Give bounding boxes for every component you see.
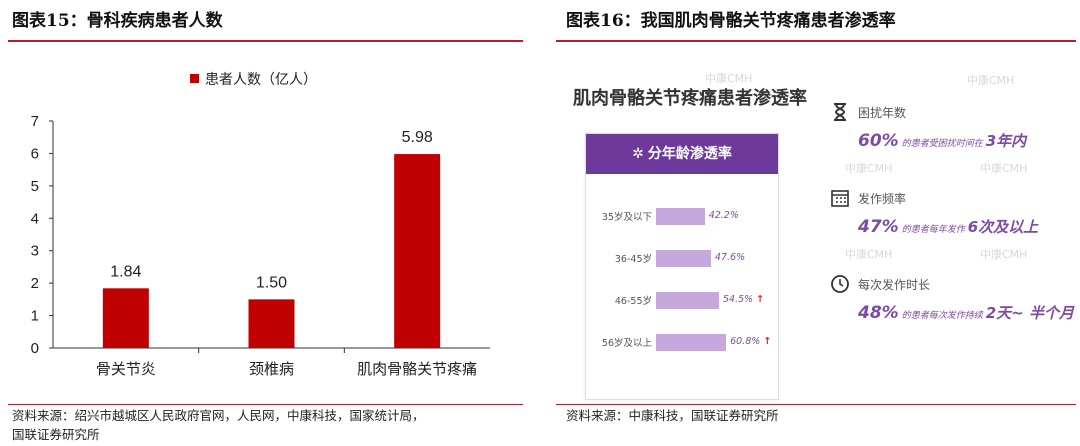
- stat-percent: 47%: [858, 217, 899, 237]
- up-arrow-icon: ↑: [756, 294, 765, 305]
- right-source: 资料来源：中康科技，国联证券研究所: [566, 408, 779, 423]
- bar: [248, 299, 295, 348]
- age-row-bar: [656, 292, 719, 309]
- legend-swatch: [190, 74, 199, 83]
- bar-chart: 0 1 2 3 4 5 6 7 1.84 骨关节炎 1.50 颈椎病 5.98 肌肉骨骼关节疼痛 患者人数（…: [31, 72, 490, 378]
- x-tick-label: 颈椎病: [249, 360, 294, 378]
- age-row-value-text: 47.6%: [714, 252, 746, 263]
- age-row-value-text: 42.2%: [708, 210, 739, 221]
- stat-percent: 60%: [858, 131, 899, 151]
- y-tick-label: 5: [31, 178, 39, 195]
- age-row-bar: [656, 334, 727, 351]
- stat-label: 困扰年数: [858, 106, 907, 120]
- age-row-label: 35岁及以下: [601, 212, 652, 223]
- right-source-rule: [556, 404, 1076, 405]
- age-row-value: 60.8% ↑: [730, 336, 771, 347]
- stat-highlight: 3年内: [985, 132, 1027, 150]
- stat-text: 的患者每次发作持续: [901, 311, 983, 321]
- age-row-value-text: 54.5%: [722, 294, 754, 305]
- watermark: 中康CMH: [845, 248, 893, 261]
- age-row: 46-55岁 54.5% ↑: [586, 290, 778, 310]
- age-row-bar: [656, 208, 705, 225]
- left-source-rule: [8, 404, 523, 405]
- age-row-label: 36-45岁: [614, 254, 652, 265]
- left-figure-title: 图表15：骨科疾病患者人数: [12, 11, 223, 31]
- age-header-label: 分年龄渗透率: [647, 146, 732, 162]
- age-row: 35岁及以下 42.2%: [586, 206, 778, 226]
- stat-line: 47% 的患者每年发作 6次及以上: [858, 216, 1038, 237]
- stat-text: 的患者受困扰时间在: [901, 139, 983, 149]
- stat-line: 48% 的患者每次发作持续 2天~ 半个月: [858, 302, 1074, 323]
- stat-highlight: 2天~ 半个月: [985, 304, 1074, 322]
- infographic-title: 肌肉骨骼关节疼痛患者渗透率: [573, 88, 807, 109]
- stat-line: 60% 的患者受困扰时间在 3年内: [858, 130, 1026, 151]
- right-figure-title: 图表16：我国肌肉骨骼关节疼痛患者渗透率: [566, 11, 896, 31]
- stat-label: 每次发作时长: [858, 278, 931, 292]
- age-row-bar: [656, 250, 711, 267]
- age-penetration-header: ✲ 分年龄渗透率: [586, 134, 778, 174]
- bar: [394, 154, 441, 348]
- watermark: 中康CMH: [980, 162, 1028, 175]
- right-title-rule: [556, 40, 1076, 42]
- watermark: 中康CMH: [705, 72, 753, 85]
- left-source-line2: 国联证券研究所: [12, 427, 100, 442]
- stat-text: 的患者每年发作: [901, 225, 965, 235]
- data-label: 1.84: [110, 263, 141, 280]
- age-row-label: 46-55岁: [614, 296, 652, 307]
- y-tick-label: 0: [31, 340, 39, 357]
- age-row: 36-45岁 47.6%: [586, 248, 778, 268]
- y-tick-label: 6: [31, 145, 39, 162]
- x-tick-label: 骨关节炎: [96, 360, 156, 378]
- age-penetration-panel: ✲ 分年龄渗透率 35岁及以下 42.2% 36-45岁 47.6% 46-55岁 54.5…: [585, 133, 779, 400]
- stat-percent: 48%: [858, 303, 899, 323]
- bar: [102, 288, 149, 348]
- data-label: 1.50: [256, 274, 287, 291]
- data-label: 5.98: [402, 129, 433, 146]
- left-source-line1: 资料来源：绍兴市越城区人民政府官网，人民网，中康科技，国家统计局，: [12, 408, 425, 423]
- stat-highlight: 6次及以上: [967, 218, 1039, 236]
- y-tick-label: 3: [31, 243, 39, 260]
- y-tick-label: 7: [31, 113, 39, 130]
- age-row-value-text: 60.8%: [730, 336, 761, 347]
- penetration-infographic: 中康CMH 中康CMH 中康CMH 中康CMH 中康CMH 中康CMH 肌肉骨骼…: [555, 50, 1075, 400]
- watermark: 中康CMH: [980, 248, 1028, 261]
- age-row: 56岁及以上 60.8% ↑: [586, 332, 778, 352]
- age-row-value: 54.5% ↑: [723, 294, 764, 305]
- y-tick-label: 2: [31, 275, 39, 292]
- watermark: 中康CMH: [845, 162, 893, 175]
- age-row-value: 42.2%: [709, 210, 739, 221]
- legend-label: 患者人数（亿人）: [205, 72, 317, 88]
- y-tick-label: 1: [31, 308, 39, 325]
- y-tick-label: 4: [31, 210, 39, 227]
- network-icon: ✲: [632, 146, 644, 162]
- left-title-rule: [8, 40, 523, 42]
- stat-label: 发作频率: [858, 192, 907, 206]
- age-row-label: 56岁及以上: [601, 338, 652, 349]
- watermark: 中康CMH: [967, 74, 1015, 87]
- age-row-value: 47.6%: [715, 252, 745, 263]
- up-arrow-icon: ↑: [763, 336, 772, 347]
- x-tick-label: 肌肉骨骼关节疼痛: [357, 360, 477, 378]
